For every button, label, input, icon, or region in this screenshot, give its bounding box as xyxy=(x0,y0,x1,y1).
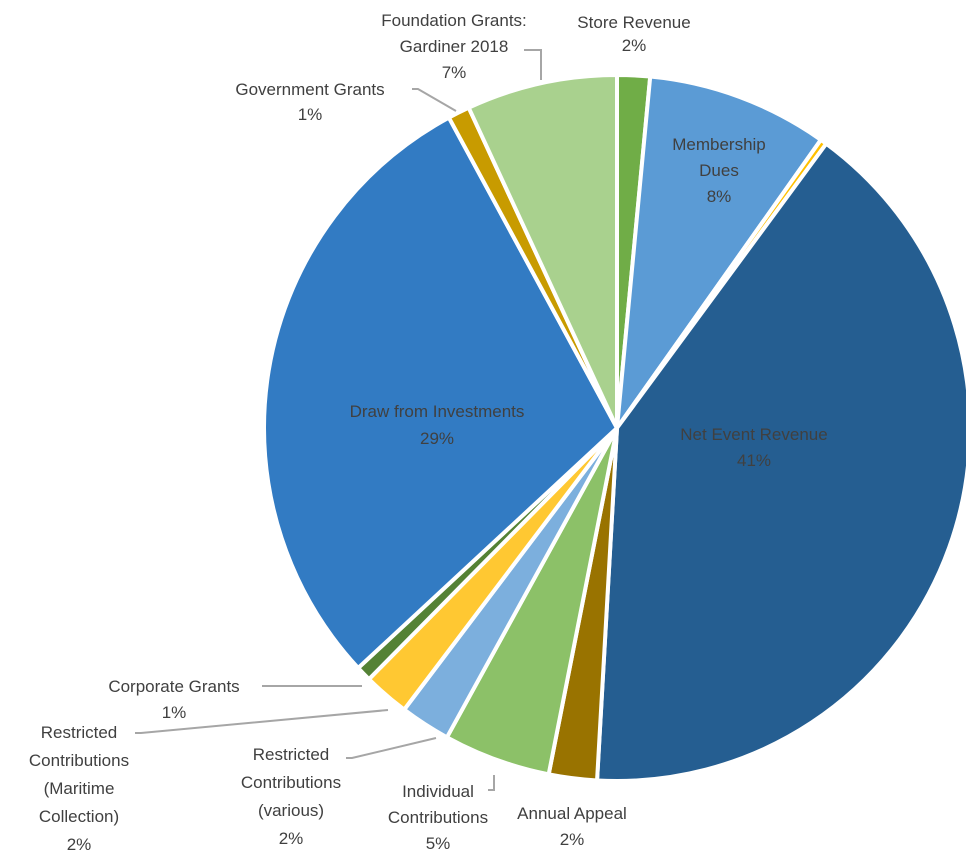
slice-label-line: Corporate Grants xyxy=(108,677,239,696)
slice-label-line: 8% xyxy=(707,187,732,206)
slice-label-1: Membership Dues 8% xyxy=(672,135,766,206)
slice-label-9: Draw from Investments 29% xyxy=(350,402,525,448)
slice-label-line: Foundation Grants: xyxy=(381,11,527,30)
slice-label-line: Restricted xyxy=(41,723,118,742)
slice-label-line: 29% xyxy=(420,429,454,448)
leader-line-5 xyxy=(488,775,495,791)
slice-label-10: Government Grants 1% xyxy=(235,80,384,124)
slice-label-5: Individual Contributions 5% xyxy=(388,782,488,853)
slice-label-line: (Maritime xyxy=(44,779,115,798)
slice-label-line: 2% xyxy=(279,829,304,848)
slice-label-line: Restricted xyxy=(253,745,330,764)
slice-label-line: 2% xyxy=(622,36,647,55)
leader-line-6 xyxy=(346,737,437,759)
slice-label-7: Restricted Contributions (Maritime Collecti… xyxy=(29,723,129,854)
slice-label-line: 1% xyxy=(298,105,323,124)
leader-line-10 xyxy=(412,88,457,112)
slice-label-line: 5% xyxy=(426,834,451,853)
leader-line-11 xyxy=(524,49,542,80)
slice-label-4: Annual Appeal 2% xyxy=(517,804,627,849)
slice-label-line: 1% xyxy=(162,703,187,722)
slice-label-line: 7% xyxy=(442,63,467,82)
slice-label-line: Government Grants xyxy=(235,80,384,99)
pie-slice-11 xyxy=(466,73,619,430)
slice-label-line: 2% xyxy=(67,835,92,854)
slice-label-line: Contributions xyxy=(241,773,341,792)
slice-label-line: Annual Appeal xyxy=(517,804,627,823)
slice-label-line: Contributions xyxy=(29,751,129,770)
pie-slice-1 xyxy=(615,74,823,430)
slice-label-0: Store Revenue 2% xyxy=(577,13,690,55)
pie-slice-3 xyxy=(595,141,966,783)
slice-label-line: Gardiner 2018 xyxy=(400,37,509,56)
slice-label-line: Membership xyxy=(672,135,766,154)
slice-label-3: Net Event Revenue 41% xyxy=(680,425,827,470)
slice-label-line: Collection) xyxy=(39,807,119,826)
leader-line-7 xyxy=(135,709,389,734)
slice-label-line: (various) xyxy=(258,801,324,820)
slice-label-line: 41% xyxy=(737,451,771,470)
slice-label-line: Individual xyxy=(402,782,474,801)
slice-label-8: Corporate Grants 1% xyxy=(108,677,239,722)
slice-label-line: Store Revenue xyxy=(577,13,690,32)
slice-label-6: Restricted Contributions (various) 2% xyxy=(241,745,341,848)
slice-label-11: Foundation Grants: Gardiner 2018 7% xyxy=(381,11,527,82)
slice-label-line: Contributions xyxy=(388,808,488,827)
slice-label-line: Dues xyxy=(699,161,739,180)
slice-label-line: Draw from Investments xyxy=(350,402,525,421)
pie-slice-9 xyxy=(262,115,619,671)
slice-label-line: Net Event Revenue xyxy=(680,425,827,444)
slice-label-line: 2% xyxy=(560,830,585,849)
